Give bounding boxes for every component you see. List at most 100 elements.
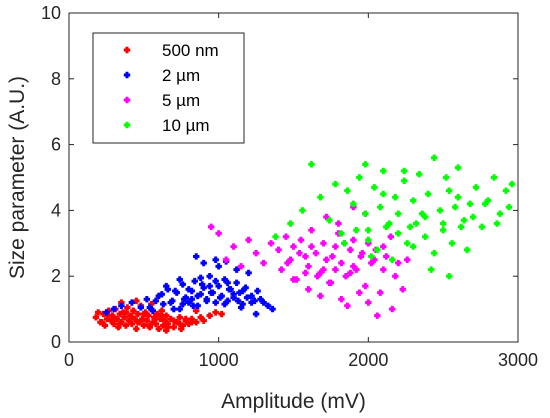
data-point	[407, 223, 414, 231]
data-point	[356, 289, 363, 296]
data-point	[152, 297, 160, 305]
data-point	[122, 322, 130, 329]
data-point	[454, 164, 462, 171]
data-point	[469, 213, 477, 221]
data-point	[395, 210, 402, 217]
data-point	[188, 296, 195, 303]
data-point	[460, 217, 468, 224]
legend-box	[92, 32, 245, 144]
data-point	[374, 312, 381, 319]
y-tick-label: 10	[41, 3, 61, 23]
data-point	[323, 256, 330, 263]
plot-frame	[68, 12, 519, 343]
data-point	[207, 289, 215, 296]
data-point	[350, 200, 357, 208]
data-point	[312, 249, 320, 257]
data-point	[194, 292, 201, 300]
data-point	[317, 292, 324, 300]
data-point	[326, 217, 333, 224]
data-point	[260, 299, 267, 306]
data-point	[179, 300, 186, 308]
data-point	[185, 286, 192, 293]
y-tick-label: 6	[51, 135, 61, 155]
data-point	[395, 230, 402, 237]
data-point	[422, 233, 429, 240]
data-point	[239, 287, 246, 295]
data-point	[145, 312, 152, 319]
legend-marker	[123, 96, 131, 104]
data-point	[254, 287, 261, 295]
x-tick-label: 2000	[348, 350, 388, 370]
data-point	[344, 187, 351, 194]
data-point	[442, 174, 450, 181]
data-point	[362, 161, 369, 168]
x-axis-label: Amplitude (mV)	[221, 390, 366, 413]
data-point	[160, 300, 167, 308]
data-point	[410, 243, 417, 250]
data-point	[269, 305, 276, 313]
data-point	[365, 236, 372, 244]
data-point	[347, 246, 354, 254]
series-2	[207, 203, 411, 319]
data-point	[134, 319, 142, 326]
data-point	[359, 249, 366, 257]
data-point	[206, 312, 213, 319]
data-point	[302, 253, 309, 260]
data-point	[207, 223, 215, 231]
data-point	[413, 220, 420, 227]
data-point	[508, 180, 516, 188]
data-point	[383, 223, 390, 231]
data-point	[332, 243, 339, 250]
data-point	[481, 200, 489, 208]
data-point	[299, 207, 306, 214]
data-point	[338, 296, 345, 303]
data-point	[146, 322, 154, 329]
data-point	[404, 256, 411, 263]
data-point	[155, 325, 162, 333]
data-point	[133, 325, 140, 333]
data-point	[296, 249, 303, 257]
data-point	[182, 315, 189, 323]
data-point	[290, 243, 297, 250]
data-point	[234, 297, 242, 305]
data-point	[176, 305, 183, 313]
data-point	[143, 296, 151, 303]
data-point	[308, 243, 315, 250]
data-point	[377, 289, 384, 296]
series-0	[92, 297, 225, 334]
data-point	[305, 263, 312, 270]
data-point	[248, 292, 255, 300]
data-point	[128, 299, 136, 306]
data-point	[215, 230, 222, 237]
data-point	[320, 240, 327, 247]
data-point	[282, 233, 290, 240]
data-point	[430, 154, 438, 161]
data-point	[335, 220, 342, 227]
data-point	[284, 259, 291, 267]
data-point	[365, 226, 372, 234]
legend-marker	[123, 46, 131, 54]
series-1	[103, 253, 276, 318]
tick-labels: 0 1000 2000 3000 0 2 4 6 8 10	[41, 3, 538, 370]
x-tick-label: 1000	[199, 350, 239, 370]
legend-label: 5 µm	[162, 91, 200, 110]
data-point	[457, 223, 465, 231]
data-point	[212, 299, 219, 306]
data-point	[392, 273, 399, 280]
data-point	[389, 305, 396, 313]
data-point	[130, 307, 137, 314]
data-point	[128, 314, 136, 321]
data-point	[395, 259, 402, 267]
data-point	[454, 194, 462, 201]
data-point	[380, 243, 387, 250]
data-point	[264, 302, 272, 310]
legend-entries: 500 nm 2 µm 5 µm 10 µm	[123, 41, 219, 135]
data-point	[490, 174, 498, 181]
data-point	[317, 194, 324, 201]
data-point	[158, 312, 165, 319]
legend-label: 10 µm	[162, 116, 210, 135]
data-point	[230, 243, 237, 250]
data-point	[116, 320, 124, 328]
data-point	[218, 310, 225, 318]
data-point	[212, 256, 219, 263]
